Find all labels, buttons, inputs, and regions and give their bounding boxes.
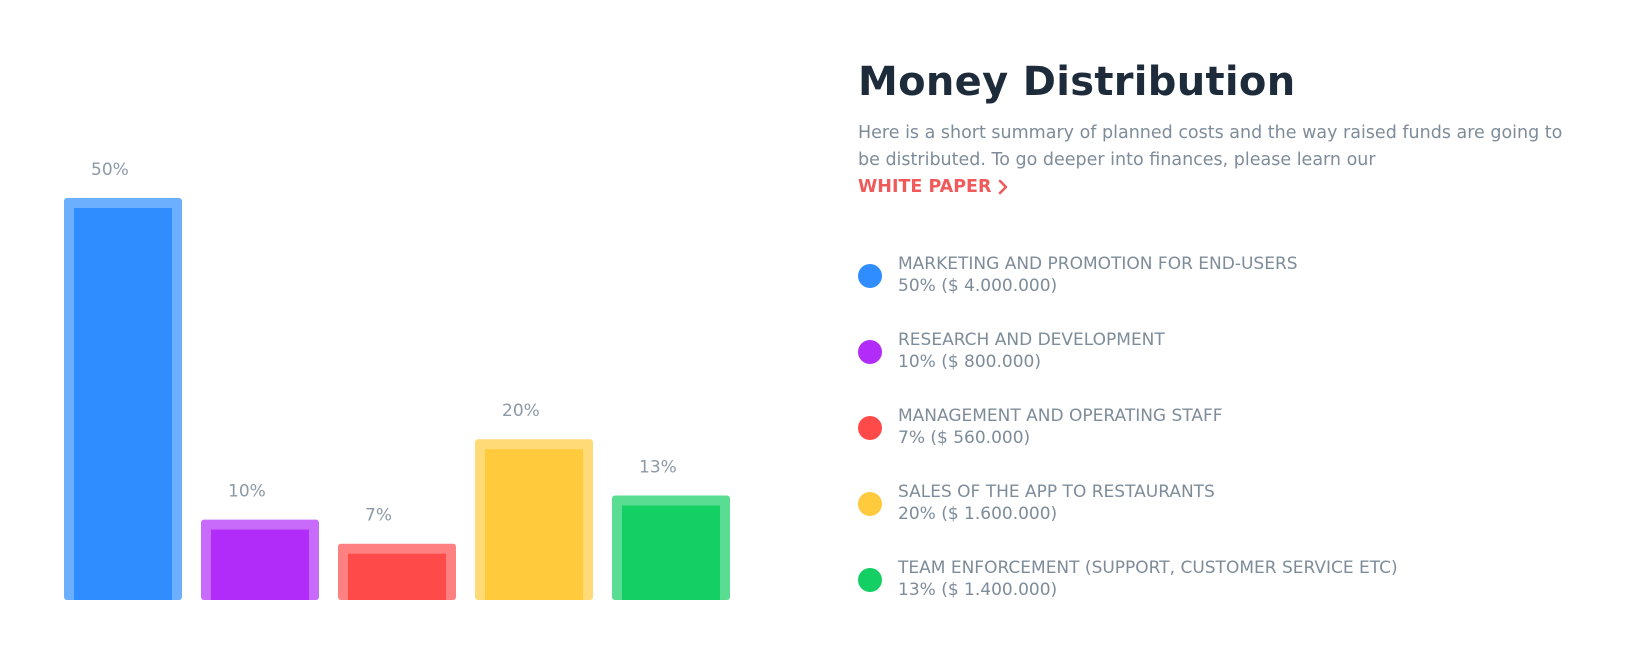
distribution-bar-chart: 50% 10% 7% 20% 13% <box>64 160 730 600</box>
legend-label: TEAM ENFORCEMENT (SUPPORT, CUSTOMER SERV… <box>898 558 1398 578</box>
sales-dot-icon <box>858 492 882 516</box>
legend-label: RESEARCH AND DEVELOPMENT <box>898 330 1165 350</box>
bar-research <box>211 529 309 600</box>
bar-team <box>622 505 720 600</box>
legend-label: MARKETING AND PROMOTION FOR END-USERS <box>898 254 1298 274</box>
bar-management-value-label: 7% <box>365 506 392 526</box>
legend: MARKETING AND PROMOTION FOR END-USERS 50… <box>858 254 1598 636</box>
white-paper-label: WHITE PAPER <box>858 177 992 197</box>
bar-sales-value-label: 20% <box>502 401 540 421</box>
legend-item-marketing: MARKETING AND PROMOTION FOR END-USERS 50… <box>858 254 1598 332</box>
legend-amount: 10% ($ 800.000) <box>898 352 1041 372</box>
info-panel: Money Distribution Here is a short summa… <box>858 52 1598 199</box>
chevron-right-icon <box>999 179 1008 195</box>
legend-item-management: MANAGEMENT AND OPERATING STAFF 7% ($ 560… <box>858 406 1598 484</box>
page-title: Money Distribution <box>858 59 1296 105</box>
team-dot-icon <box>858 568 882 592</box>
legend-label: SALES OF THE APP TO RESTAURANTS <box>898 482 1215 502</box>
bar-marketing-value-label: 50% <box>91 160 129 180</box>
legend-amount: 20% ($ 1.600.000) <box>898 504 1058 524</box>
legend-label: MANAGEMENT AND OPERATING STAFF <box>898 406 1223 426</box>
bar-team-value-label: 13% <box>639 457 677 477</box>
marketing-dot-icon <box>858 264 882 288</box>
legend-item-team: TEAM ENFORCEMENT (SUPPORT, CUSTOMER SERV… <box>858 558 1598 636</box>
white-paper-link[interactable]: WHITE PAPER <box>858 175 1009 199</box>
bar-sales <box>485 449 583 600</box>
legend-item-sales: SALES OF THE APP TO RESTAURANTS 20% ($ 1… <box>858 482 1598 560</box>
bar-management <box>348 553 446 600</box>
management-dot-icon <box>858 416 882 440</box>
bar-marketing <box>74 208 172 600</box>
legend-amount: 13% ($ 1.400.000) <box>898 580 1058 600</box>
bar-research-value-label: 10% <box>228 482 266 502</box>
description-text: Here is a short summary of planned costs… <box>858 123 1563 170</box>
research-dot-icon <box>858 340 882 364</box>
legend-amount: 7% ($ 560.000) <box>898 428 1031 448</box>
legend-amount: 50% ($ 4.000.000) <box>898 276 1058 296</box>
legend-item-research: RESEARCH AND DEVELOPMENT 10% ($ 800.000) <box>858 330 1598 408</box>
